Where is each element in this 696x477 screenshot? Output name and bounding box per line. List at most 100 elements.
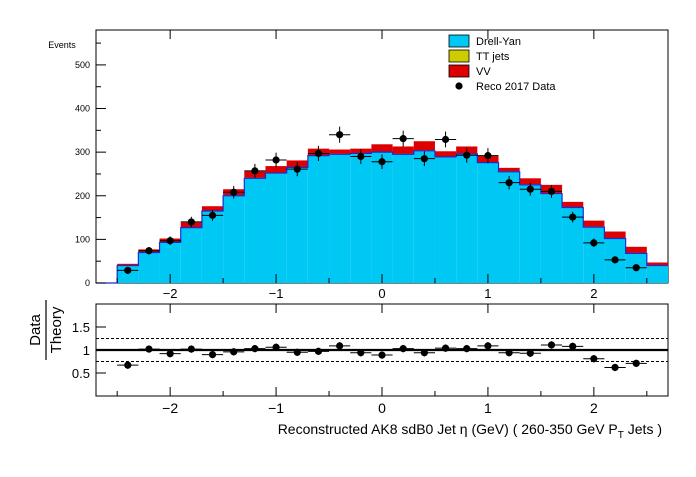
stack-bar-drell-yan: [202, 211, 223, 283]
stack-bar-drell-yan: [456, 154, 477, 283]
ratio-point: [188, 345, 195, 352]
stack-bar-drell-yan: [477, 163, 498, 283]
y-axis-label: Events: [48, 40, 76, 50]
legend-swatch: [449, 35, 469, 47]
data-point: [145, 247, 152, 254]
legend-label: Drell-Yan: [476, 36, 521, 48]
ratio-x-tick-label: −1: [268, 400, 284, 416]
data-point: [315, 150, 322, 157]
stack-bar-vv: [414, 141, 435, 150]
ratio-point: [357, 349, 364, 356]
ratio-x-tick-label: −2: [162, 400, 178, 416]
data-point: [124, 267, 131, 274]
x-tick-label: 2: [590, 286, 597, 301]
ratio-point: [548, 341, 555, 348]
y-tick-label: 400: [75, 104, 90, 114]
ratio-point: [633, 360, 640, 367]
stack-bar-drell-yan: [393, 154, 414, 283]
data-point: [611, 256, 618, 263]
stack-bar-vv: [562, 202, 583, 207]
legend-swatch: [449, 65, 469, 77]
data-point: [230, 189, 237, 196]
data-point: [167, 237, 174, 244]
ratio-point: [272, 344, 279, 351]
ratio-point: [421, 349, 428, 356]
ratio-point: [230, 348, 237, 355]
data-point: [272, 156, 279, 163]
ratio-point: [400, 345, 407, 352]
ratio-point: [251, 345, 258, 352]
stack-bar-drell-yan: [308, 156, 329, 283]
data-point: [188, 218, 195, 225]
ratio-point: [463, 345, 470, 352]
stack-bar-vv: [393, 146, 414, 153]
stack-bar-vv: [329, 150, 350, 154]
ratio-point: [506, 349, 513, 356]
ratio-point: [167, 350, 174, 357]
stack-bar-vv: [626, 247, 647, 253]
x-axis-label: Reconstructed AK8 sdB0 Jet η (GeV) ( 260…: [278, 421, 662, 441]
ratio-y-tick-label: 1: [83, 343, 90, 358]
stack-bar-drell-yan: [329, 154, 350, 283]
ratio-x-tick-label: 0: [378, 400, 386, 416]
ratio-point: [590, 355, 597, 362]
y-tick-label: 200: [75, 191, 90, 201]
ratio-point: [611, 364, 618, 371]
ratio-point: [527, 350, 534, 357]
stack-bar-drell-yan: [435, 157, 456, 283]
ratio-point: [569, 343, 576, 350]
legend-label: Reco 2017 Data: [476, 81, 556, 93]
data-point: [336, 131, 343, 138]
data-point: [442, 136, 449, 143]
data-point: [484, 152, 491, 159]
ratio-point: [336, 342, 343, 349]
stack-bar-vv: [583, 221, 604, 227]
y-tick-label: 300: [75, 147, 90, 157]
x-tick-label: −1: [269, 286, 284, 301]
stack-bar-drell-yan: [223, 196, 244, 283]
stack-bar-drell-yan: [414, 151, 435, 283]
ratio-x-tick-label: 1: [484, 400, 492, 416]
data-point: [633, 264, 640, 271]
y-tick-label: 0: [85, 278, 90, 288]
y-tick-label: 500: [75, 60, 90, 70]
stack-bar-drell-yan: [520, 185, 541, 283]
stack-bar-drell-yan: [287, 167, 308, 283]
data-point: [357, 153, 364, 160]
data-point: [421, 155, 428, 162]
stack-bar-vv: [435, 151, 456, 156]
stack-bar-vv: [604, 232, 625, 239]
data-point: [209, 212, 216, 219]
data-point: [294, 166, 301, 173]
x-axis-label-main: Reconstructed AK8 sdB0 Jet η (GeV) ( 260…: [278, 421, 618, 437]
x-tick-label: −2: [163, 286, 178, 301]
data-point: [548, 188, 555, 195]
x-axis-label-tail: Jets ): [624, 421, 662, 437]
ratio-x-tick-label: 2: [590, 400, 598, 416]
ratio-point: [484, 342, 491, 349]
ratio-point: [315, 348, 322, 355]
stack-bar-drell-yan: [265, 173, 286, 283]
stack-bar-drell-yan: [138, 252, 159, 283]
ratio-y-tick-label: 1.5: [72, 320, 90, 335]
data-point: [251, 167, 258, 174]
data-point: [463, 152, 470, 159]
stack-bar-drell-yan: [181, 228, 202, 283]
legend-marker: [455, 82, 462, 89]
stack-bar-drell-yan: [647, 266, 668, 283]
ratio-point: [145, 345, 152, 352]
stack-bar-drell-yan: [244, 178, 265, 283]
ratio-ylabel-denominator: Theory: [48, 306, 65, 353]
ratio-point: [124, 362, 131, 369]
data-point: [569, 214, 576, 221]
data-point: [378, 158, 385, 165]
stack-bar-vv: [117, 264, 138, 265]
ratio-point: [442, 345, 449, 352]
ratio-point: [294, 349, 301, 356]
legend-swatch: [449, 50, 469, 62]
ratio-ylabel-numerator: Data: [27, 314, 44, 346]
stack-bar-vv: [499, 168, 520, 171]
